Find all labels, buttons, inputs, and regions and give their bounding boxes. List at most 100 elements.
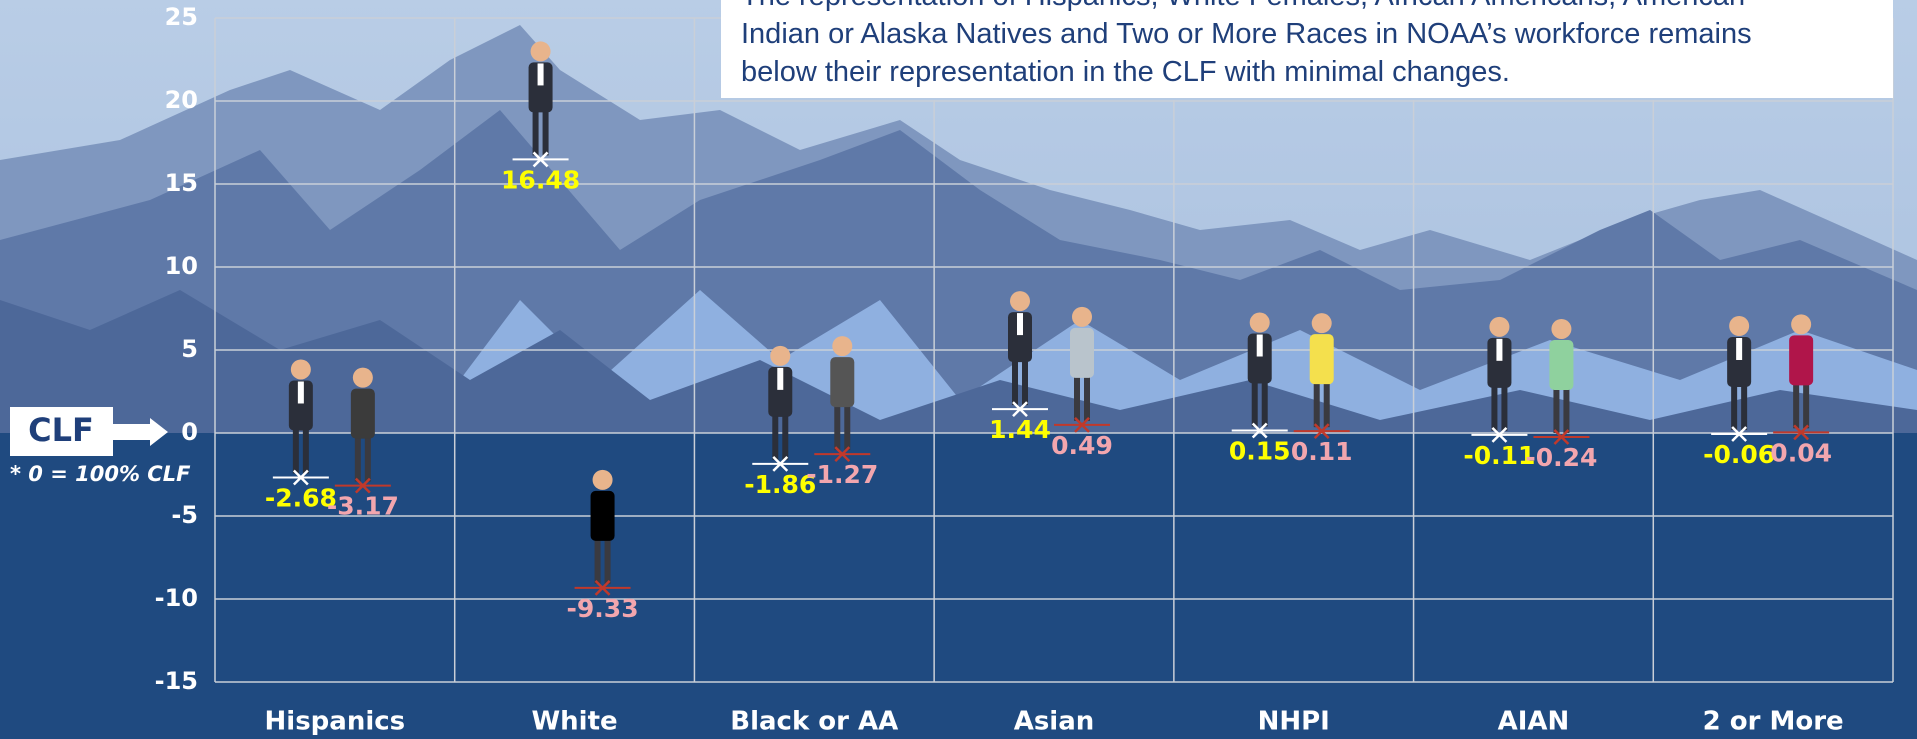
person-figure xyxy=(1789,314,1814,429)
person-head xyxy=(1791,314,1812,335)
person-figure xyxy=(1727,315,1752,430)
marker xyxy=(1793,424,1810,441)
y-tick-label: 0 xyxy=(181,418,198,446)
person-head xyxy=(832,336,853,357)
clf-arrow xyxy=(113,418,168,446)
person-leg xyxy=(1074,372,1080,421)
person-leg xyxy=(604,535,611,584)
person-body xyxy=(1789,335,1814,386)
person-leg xyxy=(1731,381,1738,430)
y-tick-label: -10 xyxy=(155,584,198,612)
person-leg xyxy=(594,535,601,584)
person-leg xyxy=(1491,382,1498,431)
x-tick-label: White xyxy=(531,707,617,737)
person-shirt xyxy=(777,367,784,390)
person-figure xyxy=(1008,291,1032,406)
y-tick-label: 10 xyxy=(165,252,198,280)
y-tick-label: -5 xyxy=(171,501,198,529)
x-tick-label: Hispanics xyxy=(265,707,406,737)
title-line: Indian or Alaska Natives and Two or More… xyxy=(741,18,1752,50)
person-head xyxy=(1489,316,1510,337)
person-body xyxy=(590,490,615,541)
value-label: 16.48 xyxy=(501,165,580,194)
person-head xyxy=(770,345,791,366)
marker xyxy=(1251,422,1268,439)
person-leg xyxy=(542,107,549,156)
person-head xyxy=(1551,318,1572,339)
marker xyxy=(292,469,309,486)
y-tick-label: 15 xyxy=(165,169,198,197)
person-head xyxy=(1010,291,1030,312)
value-label: -3.17 xyxy=(327,492,399,521)
person-figure xyxy=(350,367,375,482)
person-figure xyxy=(590,469,615,584)
person-shirt xyxy=(537,63,544,86)
person-head xyxy=(290,359,311,380)
person-leg xyxy=(1501,382,1508,431)
person-leg xyxy=(1012,357,1018,406)
x-tick-label: Asian xyxy=(1014,707,1095,737)
y-tick-label: -15 xyxy=(155,667,198,695)
person-shirt xyxy=(1017,313,1023,336)
person-leg xyxy=(364,433,371,482)
x-tick-label: Black or AA xyxy=(730,707,898,737)
value-label: -9.33 xyxy=(567,594,639,623)
person-leg xyxy=(1022,357,1028,406)
value-label: -0.06 xyxy=(1703,440,1775,469)
person-head xyxy=(592,469,613,490)
person-figure xyxy=(1247,312,1272,427)
person-figure xyxy=(830,336,855,451)
person-leg xyxy=(292,425,299,474)
person-figure xyxy=(1070,306,1094,421)
person-leg xyxy=(354,433,361,482)
person-shirt xyxy=(297,381,304,404)
person-shirt xyxy=(1736,337,1743,360)
person-body xyxy=(768,366,793,417)
person-head xyxy=(1072,306,1092,327)
person-body xyxy=(350,388,375,439)
person-leg xyxy=(1741,381,1748,430)
person-body xyxy=(1309,334,1334,385)
person-leg xyxy=(1251,378,1258,427)
x-tick-label: NHPI xyxy=(1258,707,1330,737)
person-leg xyxy=(1803,380,1810,429)
marker xyxy=(532,151,549,168)
person-body xyxy=(1549,339,1574,390)
value-label: 0.04 xyxy=(1770,438,1832,467)
person-figure xyxy=(1487,316,1512,431)
person-body xyxy=(288,380,313,431)
person-head xyxy=(1729,315,1750,336)
person-leg xyxy=(834,402,841,451)
person-figure xyxy=(288,359,313,474)
value-label: -0.11 xyxy=(1463,441,1535,470)
person-leg xyxy=(1261,378,1268,427)
person-leg xyxy=(1084,372,1090,421)
value-label: -1.86 xyxy=(744,470,816,499)
marker xyxy=(1491,426,1508,443)
person-shirt xyxy=(1496,338,1503,361)
y-tick-label: 20 xyxy=(165,86,198,114)
person-leg xyxy=(772,411,779,460)
marker xyxy=(1313,423,1330,440)
person-head xyxy=(1311,313,1332,334)
marker xyxy=(772,455,789,472)
person-leg xyxy=(302,425,309,474)
person-figure xyxy=(1549,318,1574,433)
person-body xyxy=(1070,327,1094,378)
marker xyxy=(1012,401,1028,417)
person-leg xyxy=(1323,379,1330,428)
y-tick-label: 25 xyxy=(165,3,198,31)
person-body xyxy=(1487,337,1512,388)
person-body xyxy=(830,357,855,408)
person-leg xyxy=(782,411,789,460)
person-leg xyxy=(1793,380,1800,429)
x-tick-label: AIAN xyxy=(1498,707,1570,737)
clf-label: CLF xyxy=(28,411,94,449)
mountain xyxy=(0,290,1917,433)
marker xyxy=(834,446,851,462)
below-clf-area xyxy=(0,433,1917,739)
x-tick-label: 2 or More xyxy=(1703,707,1844,737)
person-leg xyxy=(1553,384,1560,433)
value-label: 1.44 xyxy=(989,415,1051,444)
